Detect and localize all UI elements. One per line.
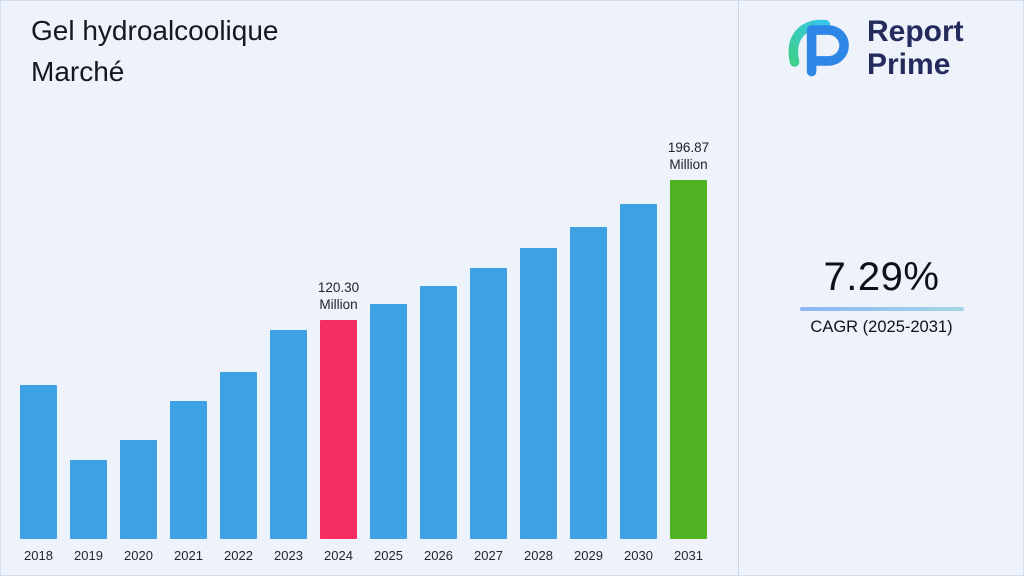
x-axis-tick: 2024 [324,548,353,563]
bar-value-label: 196.87 Million [667,140,710,173]
report-prime-logo: Report Prime [779,13,964,84]
bar-column: 2022 [220,372,257,563]
bar-column: 2018 [20,385,57,563]
x-axis-tick: 2030 [624,548,653,563]
bar-value-label: 120.30 Million [317,280,360,313]
bar-2023 [270,330,307,539]
page-title-line2: Marché [31,55,125,87]
cagr-value: 7.29% [823,255,940,299]
bar-column: 2020 [120,440,157,563]
bar-column: 2030 [620,204,657,563]
x-axis-tick: 2031 [674,548,703,563]
page-title-line1: Gel hydroalcoolique [31,15,279,46]
report-prime-logo-text: Report Prime [867,15,964,81]
x-axis-tick: 2029 [574,548,603,563]
cagr-underline [799,307,964,311]
bar-2026 [420,286,457,539]
bar-2018 [20,385,57,539]
x-axis-tick: 2026 [424,548,453,563]
report-prime-logo-icon [779,13,857,84]
bar-2030 [620,204,657,539]
x-axis-tick: 2028 [524,548,553,563]
bar-column: 196.87 Million 2031 [667,140,710,563]
x-axis-tick: 2022 [224,548,253,563]
cagr-label: CAGR (2025-2031) [810,318,953,336]
page-title: Gel hydroalcoolique Marché [31,11,279,92]
bar-2020 [120,440,157,539]
bar-column: 2027 [470,268,507,563]
bar-2021 [170,401,207,539]
bar-2024 [320,320,357,539]
x-axis-tick: 2020 [124,548,153,563]
logo-text-report: Report [867,15,964,49]
bar-column: 120.30 Million 2024 [317,280,360,563]
bar-2028 [520,248,557,539]
bar-2022 [220,372,257,539]
bar-2029 [570,227,607,539]
x-axis-tick: 2018 [24,548,53,563]
bar-2019 [70,460,107,539]
x-axis-tick: 2027 [474,548,503,563]
logo-text-prime: Prime [867,47,951,81]
bar-column: 2025 [370,304,407,563]
bar-2025 [370,304,407,539]
bar-2031 [670,180,707,539]
cagr-stat-block: 7.29% CAGR (2025-2031) [738,255,1023,337]
bar-column: 2023 [270,330,307,563]
bar-column: 2026 [420,286,457,563]
vertical-divider [738,1,739,575]
bar-2027 [470,268,507,539]
bar-chart: 2018 2019 2020 2021 2022 2023 120.30 Million 20… [20,140,710,563]
bar-column: 2029 [570,227,607,563]
bar-column: 2021 [170,401,207,563]
x-axis-tick: 2025 [374,548,403,563]
bar-column: 2028 [520,248,557,563]
bar-column: 2019 [70,460,107,563]
x-axis-tick: 2019 [74,548,103,563]
x-axis-tick: 2021 [174,548,203,563]
x-axis-tick: 2023 [274,548,303,563]
